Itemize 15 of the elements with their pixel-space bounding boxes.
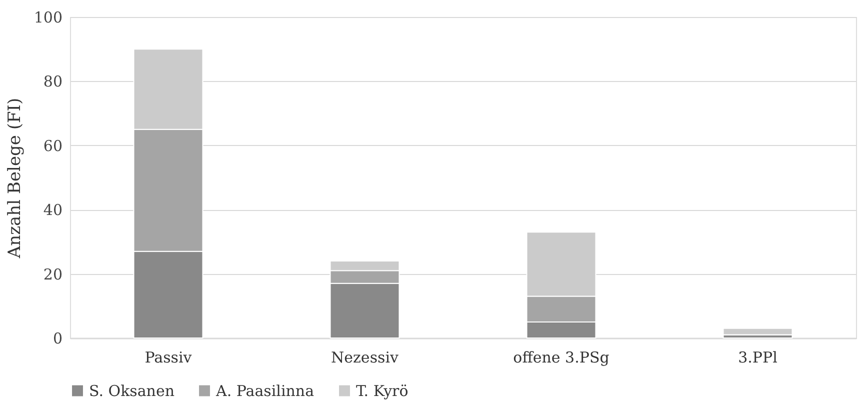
x-tick-label: offene 3.PSg xyxy=(513,348,610,366)
y-tick-label: 60 xyxy=(43,136,62,155)
bar xyxy=(722,328,793,336)
y-tick-label: 0 xyxy=(52,330,62,348)
y-tick-label: 40 xyxy=(43,201,62,220)
y-tick-label: 80 xyxy=(43,72,62,91)
legend-label: A. Paasilinna xyxy=(215,382,314,400)
legend-label: S. Oksanen xyxy=(89,382,175,400)
y-axis-title: Anzahl Belege (FI) xyxy=(4,98,25,260)
x-tick-label: Nezessiv xyxy=(331,348,399,366)
x-tick-label: Passiv xyxy=(144,348,192,366)
legend-label: T. Kyrö xyxy=(356,382,408,400)
y-tick-label: 100 xyxy=(34,8,62,26)
x-tick-label: 3.PPl xyxy=(738,348,778,366)
y-tick-label: 20 xyxy=(43,265,62,284)
